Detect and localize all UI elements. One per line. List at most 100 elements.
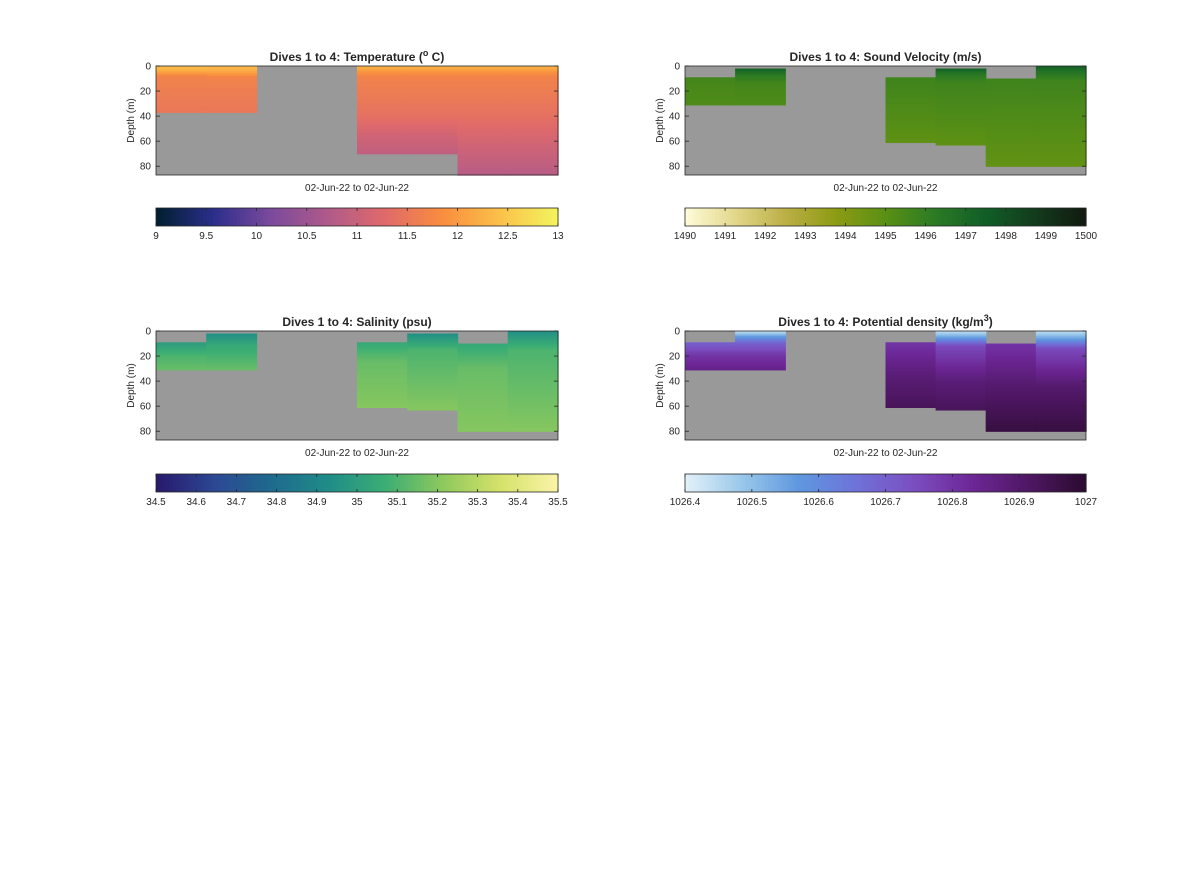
heatmap-cell bbox=[357, 382, 408, 385]
heatmap-cell bbox=[206, 79, 258, 82]
heatmap-cell bbox=[507, 127, 559, 130]
heatmap-cell bbox=[735, 354, 786, 357]
heatmap-cell bbox=[357, 372, 408, 375]
heatmap-cell bbox=[507, 369, 559, 372]
colorbar-segment bbox=[1049, 208, 1054, 226]
colorbar-segment bbox=[477, 474, 482, 492]
heatmap-cell bbox=[735, 366, 786, 368]
heatmap-cell bbox=[1035, 114, 1087, 117]
heatmap-cell bbox=[1035, 136, 1087, 139]
colorbar-segment bbox=[296, 208, 301, 226]
heatmap-cell bbox=[457, 152, 509, 155]
heatmap-cell bbox=[457, 408, 509, 411]
colorbar-segment bbox=[233, 208, 237, 226]
heatmap-cell bbox=[156, 84, 207, 87]
colorbar-segment bbox=[330, 474, 335, 492]
heatmap-cell bbox=[985, 367, 1037, 370]
heatmap-cell bbox=[1035, 334, 1087, 337]
colorbar-segment bbox=[698, 474, 703, 492]
heatmap-cell bbox=[1035, 148, 1087, 151]
colorbar-segment bbox=[945, 474, 950, 492]
heatmap-cell bbox=[457, 158, 509, 161]
heatmap-cell bbox=[457, 109, 509, 112]
heatmap-cell bbox=[457, 103, 509, 106]
heatmap-cell bbox=[457, 156, 509, 159]
colorbar-segment bbox=[480, 474, 485, 492]
heatmap-cell bbox=[457, 91, 509, 93]
colorbar-segment bbox=[524, 474, 529, 492]
colorbar-segment bbox=[400, 474, 405, 492]
heatmap-cell bbox=[156, 82, 207, 85]
colorbar-segment bbox=[501, 474, 505, 492]
colorbar-segment bbox=[711, 208, 716, 226]
heatmap-cell bbox=[407, 107, 459, 110]
heatmap-cell bbox=[1035, 362, 1087, 365]
heatmap-cell bbox=[206, 366, 258, 368]
colorbar-segment bbox=[1002, 208, 1007, 226]
heatmap-cell bbox=[885, 382, 937, 385]
colorbar-segment bbox=[547, 208, 552, 226]
heatmap-cell bbox=[407, 374, 459, 377]
colorbar-segment bbox=[942, 474, 947, 492]
heatmap-cell bbox=[1035, 383, 1087, 386]
heatmap-cell bbox=[935, 134, 987, 137]
heatmap-cell bbox=[985, 428, 1037, 431]
colorbar-segment bbox=[828, 474, 833, 492]
heatmap-cell bbox=[407, 344, 459, 347]
heatmap-cell bbox=[457, 353, 509, 356]
colorbar-segment bbox=[430, 474, 435, 492]
heatmap-cell bbox=[507, 356, 559, 358]
heatmap-cell bbox=[935, 404, 987, 407]
heatmap-cell bbox=[407, 82, 459, 85]
colorbar-segment bbox=[868, 474, 873, 492]
heatmap-cell bbox=[407, 128, 459, 131]
heatmap-cell bbox=[457, 369, 509, 372]
heatmap-cell bbox=[935, 94, 987, 97]
x-axis-label: 02-Jun-22 to 02-Jun-22 bbox=[305, 183, 409, 194]
heatmap-cell bbox=[685, 344, 736, 347]
y-tick-label: 40 bbox=[669, 377, 681, 388]
heatmap-cell bbox=[206, 107, 258, 110]
heatmap-cell bbox=[156, 363, 207, 366]
heatmap-cell bbox=[507, 372, 559, 375]
heatmap-cell bbox=[407, 87, 459, 90]
heatmap-cell bbox=[357, 357, 408, 360]
heatmap-cell bbox=[507, 353, 559, 356]
heatmap-cell bbox=[457, 146, 509, 149]
colorbar-segment bbox=[226, 474, 231, 492]
heatmap-cell bbox=[507, 344, 559, 347]
heatmap-cell bbox=[407, 346, 459, 348]
heatmap-cell bbox=[507, 359, 559, 362]
heatmap-cell bbox=[357, 143, 408, 146]
heatmap-cell bbox=[885, 379, 937, 382]
heatmap-cell bbox=[1035, 121, 1087, 123]
axes-frame bbox=[155, 330, 559, 441]
colorbar-segment bbox=[393, 474, 398, 492]
heatmap-cell bbox=[1035, 139, 1087, 142]
heatmap-cell bbox=[885, 362, 937, 365]
heatmap-cell bbox=[507, 364, 559, 367]
colorbar-segment bbox=[239, 208, 244, 226]
heatmap-cell bbox=[407, 368, 459, 371]
heatmap-cell bbox=[357, 84, 408, 87]
colorbar-segment bbox=[497, 208, 502, 226]
heatmap-cell bbox=[935, 406, 987, 409]
heatmap-cell bbox=[407, 354, 459, 357]
colorbar-segment bbox=[989, 474, 994, 492]
heatmap-cell bbox=[885, 129, 937, 132]
heatmap-cell bbox=[457, 358, 509, 361]
heatmap-cell bbox=[1035, 132, 1087, 135]
heatmap-cell bbox=[407, 121, 459, 123]
colorbar-segment bbox=[400, 208, 405, 226]
heatmap-cell bbox=[885, 351, 937, 353]
heatmap-cell bbox=[507, 339, 559, 342]
heatmap-cell bbox=[685, 364, 736, 367]
heatmap-cell bbox=[1035, 349, 1087, 352]
heatmap-cell bbox=[1035, 368, 1087, 371]
heatmap-cell bbox=[985, 396, 1037, 398]
colorbar-segment bbox=[541, 208, 546, 226]
heatmap-cell bbox=[885, 371, 937, 373]
heatmap-cell bbox=[1035, 422, 1087, 425]
heatmap-cell bbox=[935, 107, 987, 110]
heatmap-cell bbox=[507, 332, 559, 335]
